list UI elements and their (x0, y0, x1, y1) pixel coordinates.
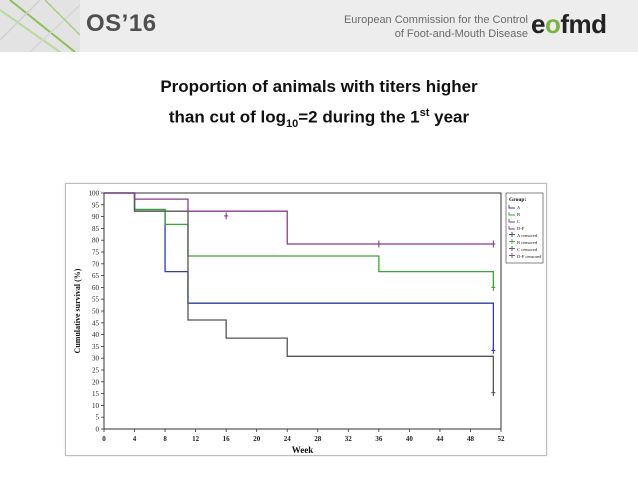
legend-label: D-F (517, 226, 525, 231)
organization-line-1: European Commission for the Control (343, 14, 528, 26)
banner-decoration (0, 0, 80, 52)
x-tick-label: 4 (133, 435, 137, 443)
y-tick-label: 95 (92, 201, 100, 209)
legend-label: D-F censored (517, 254, 542, 259)
legend-swatch (508, 205, 515, 209)
y-tick-label: 65 (92, 272, 100, 280)
x-axis-label: Week (292, 445, 314, 455)
x-tick-label: 52 (498, 435, 506, 443)
y-tick-label: 70 (92, 260, 100, 268)
y-tick-label: 25 (92, 367, 100, 375)
legend-swatch (508, 226, 515, 230)
header-banner: OS’16 European Commission for the Contro… (0, 0, 638, 52)
x-tick-label: 40 (406, 435, 414, 443)
x-tick-label: 12 (192, 435, 200, 443)
survival-chart: 0510152025303540455055606570758085909510… (73, 190, 544, 455)
legend-title: Group: (509, 197, 526, 203)
legend-label: A (517, 205, 521, 210)
x-tick-label: 20 (253, 435, 261, 443)
x-tick-label: 48 (467, 435, 475, 443)
legend-swatch (508, 212, 515, 216)
legend-label: A censored (517, 233, 538, 238)
series-line-d-f (104, 192, 494, 245)
y-tick-label: 30 (92, 355, 100, 363)
plot-area (103, 192, 502, 430)
chart-frame: 0 5 10 15 20 25 30 35 40 45 50 55 60 65 70 75 80 85 90 95 10… (65, 183, 547, 456)
y-tick-label: 90 (92, 213, 100, 221)
logo-part-e: e (531, 9, 545, 39)
y-tick-label: 45 (92, 319, 100, 327)
legend-box (505, 192, 544, 264)
x-tick-label: 8 (163, 435, 167, 443)
x-tick-label: 16 (223, 435, 231, 443)
y-tick-label: 60 (92, 284, 100, 292)
x-tick-label: 0 (102, 435, 106, 443)
x-tick-label: 28 (314, 435, 322, 443)
legend-label: B censored (517, 240, 538, 245)
x-tick-label: 32 (345, 435, 353, 443)
logo-part-o: o (544, 9, 561, 39)
x-tick-label: 24 (284, 435, 292, 443)
slide-title-line-1: Proportion of animals with titers higher (160, 77, 478, 96)
y-tick-label: 35 (92, 343, 100, 351)
x-tick-label: 36 (375, 435, 383, 443)
legend-label: C (517, 219, 520, 224)
eufmd-logo: eofmd (531, 9, 607, 40)
y-tick-label: 20 (92, 378, 100, 386)
legend-label: B (517, 212, 520, 217)
y-axis-label: Cumulative survival (%) (73, 268, 82, 353)
legend-label: C censored (517, 247, 538, 252)
y-tick-label: 0 (96, 426, 100, 434)
y-tick-label: 75 (92, 249, 100, 257)
slide-title: Proportion of animals with titers higher… (0, 74, 638, 137)
y-tick-label: 50 (92, 308, 100, 316)
legend-swatch (508, 219, 515, 223)
y-tick-label: 10 (92, 402, 100, 410)
logo-part-fmd: fmd (560, 9, 607, 39)
y-tick-label: 55 (92, 296, 100, 304)
y-tick-label: 80 (92, 237, 100, 245)
y-tick-label: 100 (89, 190, 100, 198)
y-tick-label: 40 (92, 331, 100, 339)
x-tick-label: 44 (436, 435, 444, 443)
slide-title-line-2: than cut of log10=2 during the 1st year (168, 107, 470, 131)
series-line-c (104, 192, 495, 393)
y-tick-label: 85 (92, 225, 100, 233)
y-tick-label: 5 (96, 414, 100, 422)
y-tick-label: 15 (92, 390, 100, 398)
organization-line-2: of Foot-and-Mouth Disease (394, 28, 528, 40)
conference-label: OS’16 (86, 10, 157, 37)
